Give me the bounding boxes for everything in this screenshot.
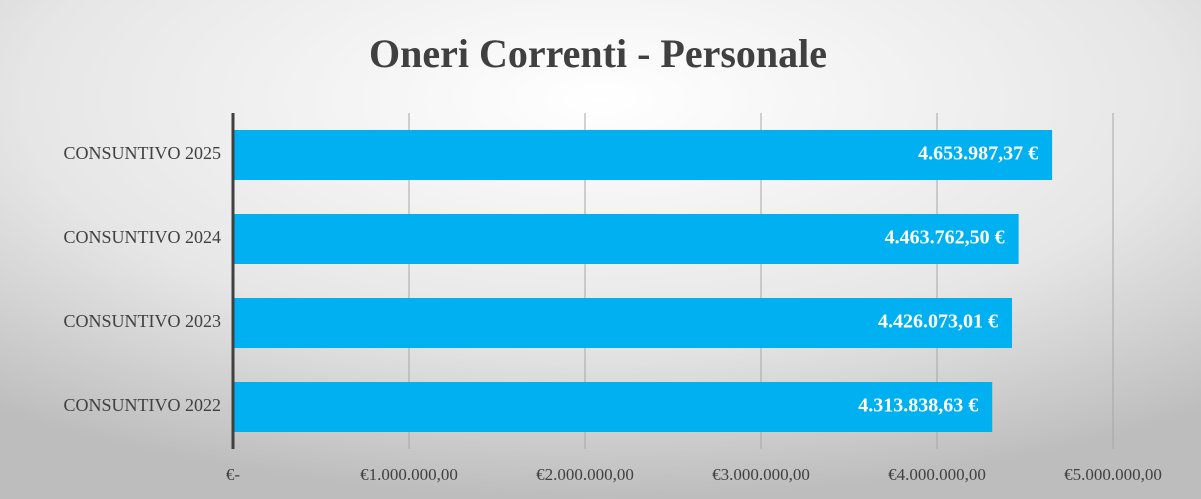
bar (233, 382, 993, 432)
x-tick-label: €2.000.000,00 (536, 465, 634, 484)
y-tick-label: CONSUNTIVO 2025 (64, 143, 222, 163)
x-tick-label: €5.000.000,00 (1064, 465, 1162, 484)
x-tick-label: €1.000.000,00 (360, 465, 458, 484)
value-label: 4.426.073,01 € (878, 311, 998, 333)
y-tick-label: CONSUNTIVO 2023 (64, 311, 222, 331)
value-label: 4.653.987,37 € (918, 143, 1038, 165)
x-tick-label: €- (226, 465, 241, 484)
value-label: 4.313.838,63 € (858, 395, 978, 417)
chart-title: Oneri Correnti - Personale (369, 31, 827, 76)
x-tick-label: €3.000.000,00 (712, 465, 810, 484)
y-tick-label: CONSUNTIVO 2022 (64, 395, 222, 415)
bar (233, 214, 1019, 264)
x-tick-label: €4.000.000,00 (888, 465, 986, 484)
bar (233, 298, 1012, 348)
y-tick-label: CONSUNTIVO 2024 (64, 227, 222, 247)
bar (233, 130, 1053, 180)
value-label: 4.463.762,50 € (885, 227, 1005, 249)
